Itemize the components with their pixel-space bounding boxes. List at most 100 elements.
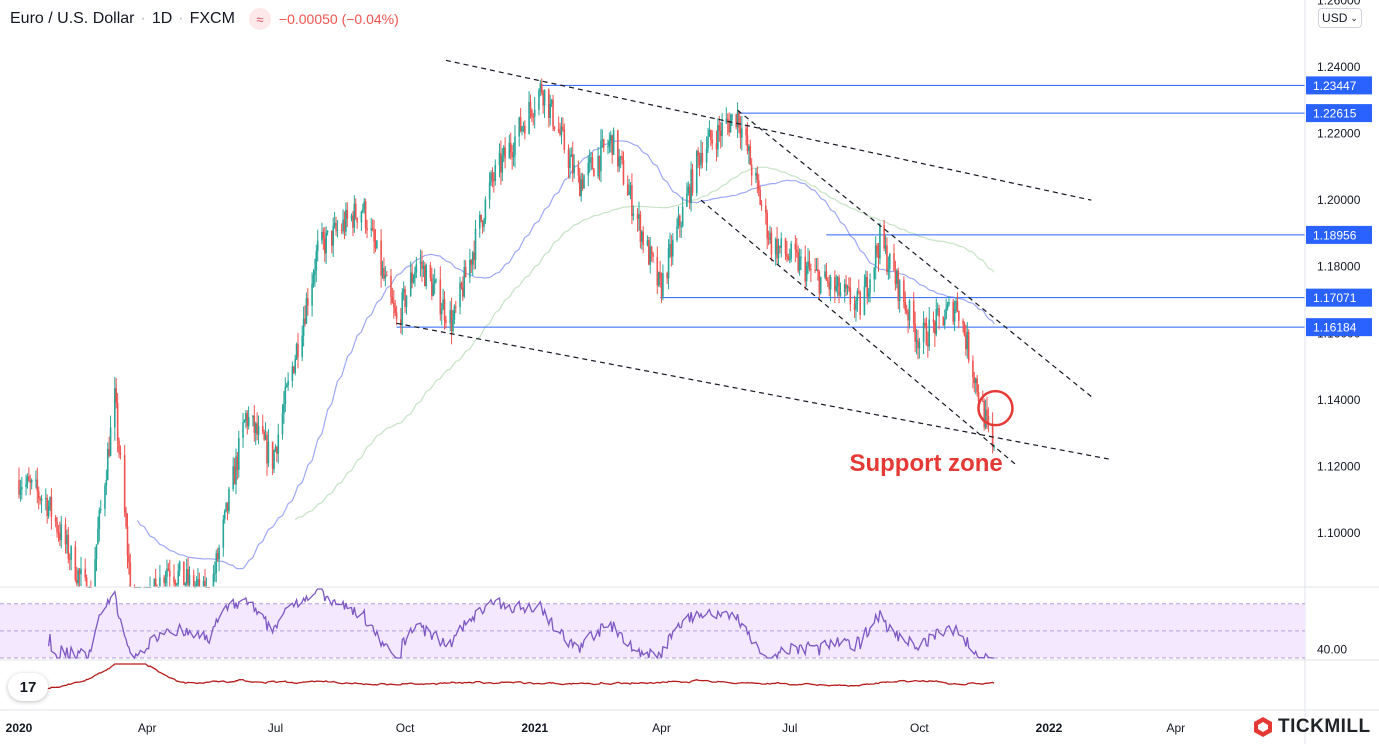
candle-body (779, 245, 781, 248)
candle (650, 245, 653, 262)
candle (857, 279, 860, 295)
candle-body (591, 157, 594, 170)
approx-icon[interactable]: ≈ (248, 8, 271, 30)
timeframe-label[interactable]: 1D (151, 10, 173, 27)
candle (839, 282, 842, 297)
candle-body (958, 310, 960, 321)
candle-body (986, 409, 988, 417)
candle-body (777, 245, 780, 259)
candle-body (787, 256, 790, 260)
candle (99, 499, 102, 514)
candle-body (236, 456, 239, 470)
candle (228, 486, 230, 514)
candle (549, 94, 552, 126)
candle-body (166, 568, 168, 577)
candle-body (748, 146, 750, 152)
candle (550, 98, 553, 108)
candle-body (442, 299, 444, 310)
candle-body (478, 214, 481, 229)
level-badge-label: 1.17071 (1313, 291, 1357, 305)
candle (68, 553, 71, 571)
candle (829, 274, 832, 302)
candle (958, 310, 960, 329)
candle-body (84, 568, 87, 578)
candle (787, 253, 790, 261)
candle (488, 172, 491, 209)
candle (401, 288, 404, 335)
candle (810, 263, 812, 282)
candle (291, 361, 294, 388)
candle-body (429, 265, 432, 278)
candle-body (218, 547, 220, 560)
candle (273, 449, 275, 474)
candle (480, 214, 482, 223)
candle (192, 569, 195, 587)
candle-body (987, 416, 990, 424)
candle (976, 374, 978, 397)
candle-body (501, 155, 504, 173)
trendline (445, 59, 1092, 201)
candle-body (935, 309, 938, 334)
candle (769, 225, 771, 244)
candle-body (373, 229, 375, 242)
candle-body (618, 157, 621, 167)
candle-body (532, 116, 535, 118)
candle-body (232, 466, 234, 490)
candle-body (966, 331, 969, 350)
candle-body (540, 83, 543, 93)
currency-selector[interactable]: USD ⌄ (1318, 8, 1362, 28)
candle-body (757, 180, 760, 190)
candle (866, 271, 869, 305)
candle-body (538, 90, 540, 110)
candle (195, 576, 198, 587)
candle (956, 292, 959, 313)
candle (352, 211, 354, 237)
candle-body (216, 553, 219, 560)
candle (343, 211, 346, 240)
candle (159, 565, 161, 587)
candle-body (834, 276, 836, 291)
oscillator-line (18, 663, 995, 693)
candle (538, 88, 540, 116)
candle-body (776, 238, 778, 259)
candle (66, 529, 68, 554)
candle (974, 377, 977, 395)
candle (593, 167, 595, 177)
candle-body (807, 261, 809, 267)
candle (784, 237, 787, 261)
candle (443, 291, 446, 330)
candle (460, 281, 463, 290)
candle-body (588, 158, 591, 163)
candle-body (607, 146, 609, 148)
candle-body (316, 240, 319, 252)
candle (835, 274, 838, 293)
candle (233, 458, 236, 485)
candle (698, 152, 701, 177)
candle-body (927, 344, 929, 347)
symbol-title[interactable]: Euro / U.S. Dollar (10, 10, 135, 27)
candle (459, 276, 461, 315)
candle-body (984, 409, 987, 428)
candle-body (846, 286, 849, 289)
candle-body (563, 129, 566, 150)
candle (815, 258, 818, 272)
candle (421, 250, 423, 282)
candle (514, 125, 516, 168)
candle (788, 248, 791, 264)
candle (547, 88, 550, 128)
candle-body (922, 322, 925, 343)
candle-body (522, 125, 525, 128)
candle (670, 234, 673, 267)
candle (953, 300, 956, 332)
candle-body (363, 201, 366, 210)
candle (780, 232, 783, 258)
candle-body (273, 451, 275, 469)
time-axis[interactable]: 2020 Apr Jul Oct 2021 Apr Jul Oct 2022 Apr (6, 721, 1186, 735)
candle (642, 226, 644, 254)
candle-body (856, 290, 859, 301)
level-badge (1306, 76, 1372, 95)
candle (681, 196, 684, 228)
tradingview-logo[interactable]: 17 (8, 673, 48, 701)
